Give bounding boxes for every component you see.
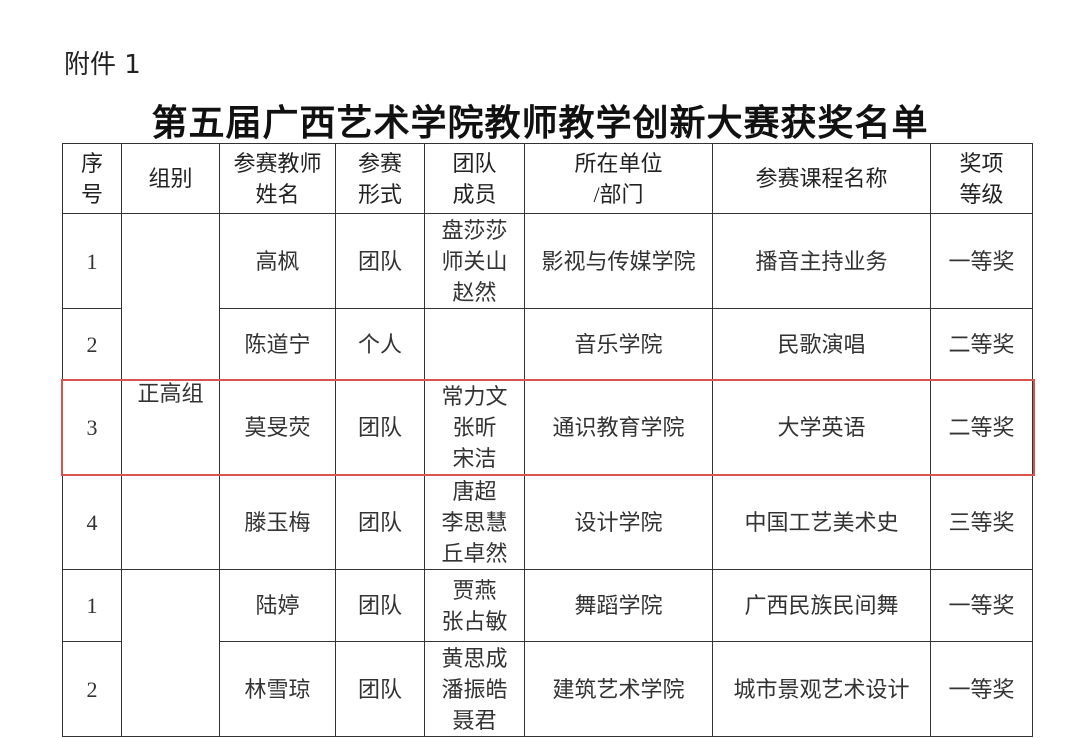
- header-course: 参赛课程名称: [712, 143, 931, 214]
- teacher-name: 滕玉梅: [219, 474, 336, 570]
- entry-form: 个人: [335, 308, 425, 381]
- header-unit: 所在单位/部门: [524, 143, 713, 214]
- header-row: 序号 组别 参赛教师 姓名 参赛 形式 团队 成员 所在单位/部门 参赛课程名称 奖项…: [62, 143, 1033, 214]
- unit: 设计学院: [524, 474, 713, 570]
- team-member: 黄思成: [441, 645, 508, 671]
- entry-form: 团队: [335, 213, 425, 309]
- unit: 音乐学院: [524, 308, 713, 381]
- team-member: 潘振皓: [441, 676, 508, 702]
- course-name: 城市景观艺术设计: [712, 641, 931, 737]
- row-number: 2: [62, 641, 122, 737]
- row-number: 3: [62, 380, 122, 475]
- course-name: 大学英语: [712, 380, 931, 475]
- header-group: 组别: [121, 143, 220, 214]
- team-member: 师关山: [441, 248, 508, 274]
- header-teacher: 参赛教师 姓名: [219, 143, 336, 214]
- award-table: 序号 组别 参赛教师 姓名 参赛 形式 团队 成员 所在单位/部门 参赛课程名称 奖项…: [62, 143, 1033, 737]
- team-member: 宋洁: [452, 446, 497, 471]
- award-level: 二等奖: [930, 308, 1033, 381]
- header-award: 奖项 等级: [930, 143, 1033, 214]
- unit: 舞蹈学院: [524, 569, 713, 642]
- entry-form: 团队: [335, 474, 425, 570]
- group-cell: [121, 569, 220, 737]
- table-row: 2 陈道宁 个人 音乐学院 民歌演唱 二等奖: [62, 308, 1033, 381]
- teacher-name: 陈道宁: [219, 308, 336, 381]
- team-member: 唐超: [452, 478, 497, 504]
- team-member: 丘卓然: [441, 540, 508, 566]
- award-level: 二等奖: [930, 380, 1033, 475]
- unit: 通识教育学院: [524, 380, 713, 475]
- entry-form: 团队: [335, 569, 425, 642]
- header-form: 参赛 形式: [335, 143, 425, 214]
- document-title: 第五届广西艺术学院教师教学创新大赛获奖名单: [151, 102, 929, 144]
- table-row: 3 莫旻荧 团队 常力文 张昕 宋洁 通识教育学院 大学英语 二等奖: [62, 380, 1033, 475]
- team-member: 张占敏: [441, 608, 508, 634]
- course-name: 播音主持业务: [712, 213, 931, 309]
- course-name: 民歌演唱: [712, 308, 931, 381]
- team-members: [424, 308, 525, 381]
- teacher-name: 林雪琼: [219, 641, 336, 737]
- award-level: 一等奖: [930, 213, 1033, 309]
- entry-form: 团队: [335, 380, 425, 475]
- course-name: 中国工艺美术史: [712, 474, 931, 570]
- team-member: 贾燕: [452, 577, 497, 603]
- row-number: 1: [62, 569, 122, 642]
- teacher-name: 高枫: [219, 213, 336, 309]
- table-row: 2 林雪琼 团队 黄思成 潘振皓 聂君 建筑艺术学院 城市景观艺术设计 一等奖: [62, 641, 1033, 737]
- row-number: 2: [62, 308, 122, 381]
- entry-form: 团队: [335, 641, 425, 737]
- team-member: 张昕: [452, 415, 497, 440]
- course-name: 广西民族民间舞: [712, 569, 931, 642]
- team-members: 唐超 李思慧 丘卓然: [424, 474, 525, 570]
- award-level: 一等奖: [930, 641, 1033, 737]
- unit: 影视与传媒学院: [524, 213, 713, 309]
- row-number: 4: [62, 474, 122, 570]
- teacher-name: 莫旻荧: [219, 380, 336, 475]
- teacher-name: 陆婷: [219, 569, 336, 642]
- unit: 建筑艺术学院: [524, 641, 713, 737]
- award-level: 三等奖: [930, 474, 1033, 570]
- table-row: 1 陆婷 团队 贾燕 张占敏 舞蹈学院 广西民族民间舞 一等奖: [62, 569, 1033, 737]
- team-member: 盘莎莎: [441, 217, 508, 243]
- team-members: 盘莎莎 师关山 赵然: [424, 213, 525, 309]
- team-member: 赵然: [452, 279, 497, 305]
- team-members: 黄思成 潘振皓 聂君: [424, 641, 525, 737]
- attachment-label: 附件 1: [64, 50, 141, 80]
- group-label: 正高组: [137, 381, 204, 406]
- award-level: 一等奖: [930, 569, 1033, 642]
- table-row: 1 正高组 高枫 团队 盘莎莎 师关山 赵然 影视与传媒学院 播音主持业务 一等奖: [62, 213, 1033, 570]
- team-member: 李思慧: [441, 509, 508, 535]
- team-member: 常力文: [441, 384, 508, 409]
- header-members: 团队 成员: [424, 143, 525, 214]
- team-members: 贾燕 张占敏: [424, 569, 525, 642]
- team-members: 常力文 张昕 宋洁: [424, 380, 525, 475]
- row-number: 1: [62, 213, 122, 309]
- group-cell: 正高组: [121, 213, 220, 570]
- header-no: 序号: [62, 143, 122, 214]
- team-member: 聂君: [452, 707, 497, 733]
